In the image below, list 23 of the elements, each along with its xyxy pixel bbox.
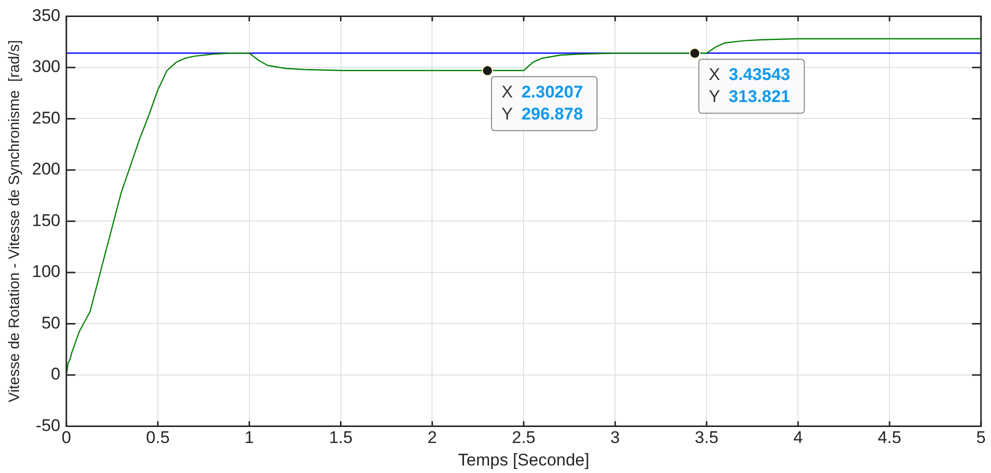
y-tick-label: 200 — [32, 160, 60, 179]
x-tick-label: 4 — [793, 428, 803, 448]
x-tick-label: 0.5 — [146, 428, 170, 448]
y-tick-label: 100 — [32, 262, 60, 282]
x-axis-title: Temps [Seconde] — [458, 450, 590, 470]
annotation: X 2.30207 Y 296.878 — [501, 82, 583, 124]
y-tick-label: 250 — [32, 108, 60, 128]
y-tick-label: 50 — [41, 313, 60, 332]
x-tick-label: 5 — [976, 428, 986, 448]
y-tick-label: 150 — [32, 210, 60, 230]
x-tick-label: 3 — [610, 428, 620, 448]
y-tick-label: 0 — [50, 364, 60, 384]
annotation: X 3.43543 Y 313.821 — [708, 64, 790, 106]
x-tick-label: 1 — [244, 428, 254, 448]
y-tick-label: -50 — [36, 416, 60, 435]
x-tick-label: 2 — [427, 428, 437, 448]
y-tick-label: 300 — [32, 57, 60, 76]
y-axis-title: Vitesse de Rotation - Vitesse de Synchronisme [rad/s] — [6, 40, 24, 402]
y-tick-label: 350 — [32, 6, 60, 25]
x-tick-label: 3.5 — [694, 428, 718, 448]
x-tick-label: 4.5 — [878, 428, 902, 448]
x-tick-label: 1.5 — [328, 428, 353, 448]
x-tick-label: 2.5 — [512, 428, 536, 448]
